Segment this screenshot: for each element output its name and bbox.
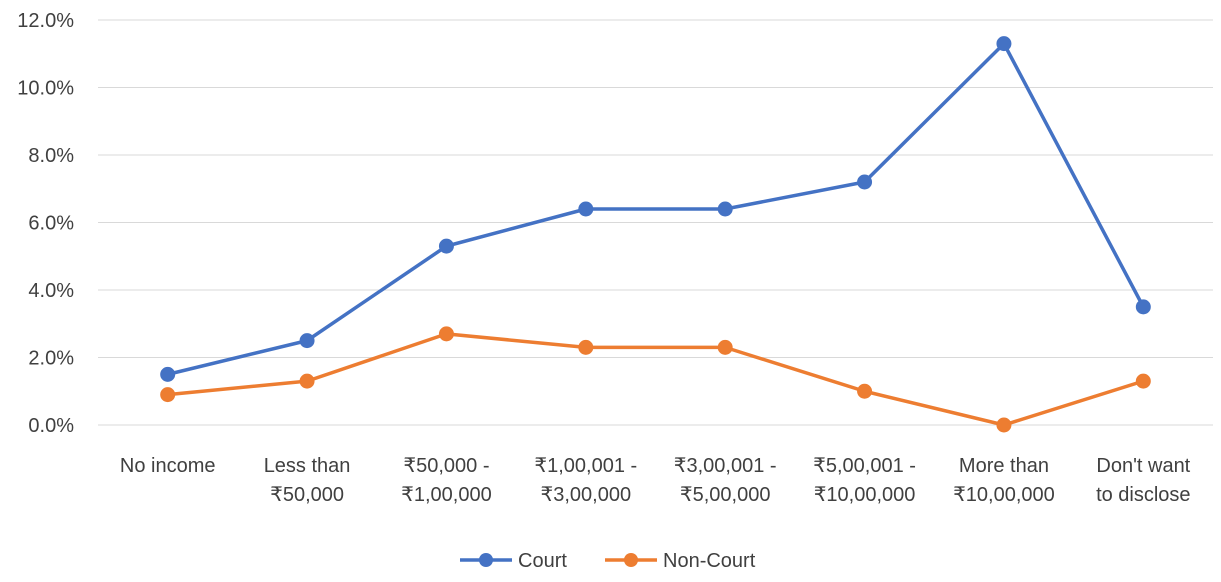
series-non-court <box>160 326 1151 433</box>
data-point <box>160 366 176 382</box>
data-point <box>717 201 733 217</box>
x-category-label: Less than ₹50,000 <box>264 455 351 506</box>
legend-swatch-marker <box>624 553 638 567</box>
legend-item: Non-Court <box>605 550 756 572</box>
x-category-label: More than ₹10,00,000 <box>953 455 1055 506</box>
legend-swatch-marker <box>479 553 493 567</box>
data-point <box>578 339 594 355</box>
data-point <box>299 373 315 389</box>
y-tick-label: 6.0% <box>28 213 74 235</box>
data-point <box>299 333 315 349</box>
data-point <box>996 36 1012 52</box>
data-point <box>857 383 873 399</box>
legend-label: Court <box>518 550 567 572</box>
data-point <box>1135 299 1151 315</box>
data-point <box>1135 373 1151 389</box>
data-point <box>438 238 454 254</box>
x-category-label: ₹1,00,001 -₹3,00,000 <box>534 455 637 506</box>
data-point <box>578 201 594 217</box>
data-point <box>996 417 1012 433</box>
series-lines <box>160 36 1151 433</box>
series-court <box>160 36 1151 382</box>
series-line <box>167 332 1144 427</box>
x-category-label: Don't want to disclose <box>1096 455 1191 506</box>
y-tick-label: 4.0% <box>28 280 74 302</box>
data-point <box>857 174 873 190</box>
legend-label: Non-Court <box>663 550 756 572</box>
x-category-label: ₹5,00,001 -₹10,00,000 <box>813 455 916 506</box>
data-point <box>160 387 176 403</box>
y-tick-label: 10.0% <box>17 78 74 100</box>
gridlines <box>98 19 1213 426</box>
legend-item: Court <box>460 550 567 572</box>
x-category-label: No income <box>120 455 216 477</box>
data-point <box>717 339 733 355</box>
data-point <box>438 326 454 342</box>
y-tick-label: 12.0% <box>17 10 74 32</box>
y-tick-label: 8.0% <box>28 145 74 167</box>
y-axis-tick-labels: 0.0% 2.0% 4.0% 6.0% 8.0% 10.0% 12.0% <box>17 10 74 437</box>
x-axis-category-labels: No income Less than ₹50,000 ₹50,000 -₹1,00,… <box>120 455 1191 506</box>
y-tick-label: 2.0% <box>28 348 74 370</box>
x-category-label: ₹3,00,001 -₹5,00,000 <box>674 455 777 506</box>
x-category-label: ₹50,000 -₹1,00,000 <box>401 455 492 506</box>
y-tick-label: 0.0% <box>28 415 74 437</box>
legend: Court Non-Court <box>460 550 756 572</box>
series-line <box>167 41 1145 377</box>
